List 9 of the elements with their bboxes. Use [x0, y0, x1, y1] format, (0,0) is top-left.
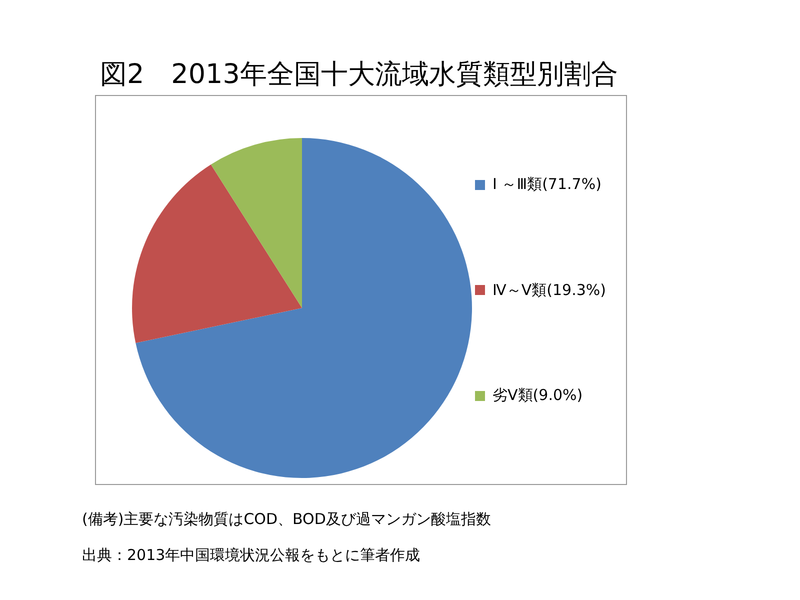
pie-slice	[132, 164, 302, 343]
legend-label: Ⅰ ～Ⅲ類(71.7%)	[492, 175, 602, 194]
legend-label: Ⅳ～Ⅴ類(19.3%)	[492, 280, 606, 300]
pie-slice	[136, 138, 472, 478]
legend-label: 劣Ⅴ類(9.0%)	[492, 386, 583, 405]
pie-slice	[210, 138, 302, 308]
chart-title: 図2 2013年全国十大流域水質類型別割合	[100, 58, 618, 92]
source-note: 出典：2013年中国環境状況公報をもとに筆者作成	[82, 546, 420, 565]
text: (備考)主要な汚染物質はCOD、BOD及び過マンガン酸塩指数	[82, 510, 491, 529]
